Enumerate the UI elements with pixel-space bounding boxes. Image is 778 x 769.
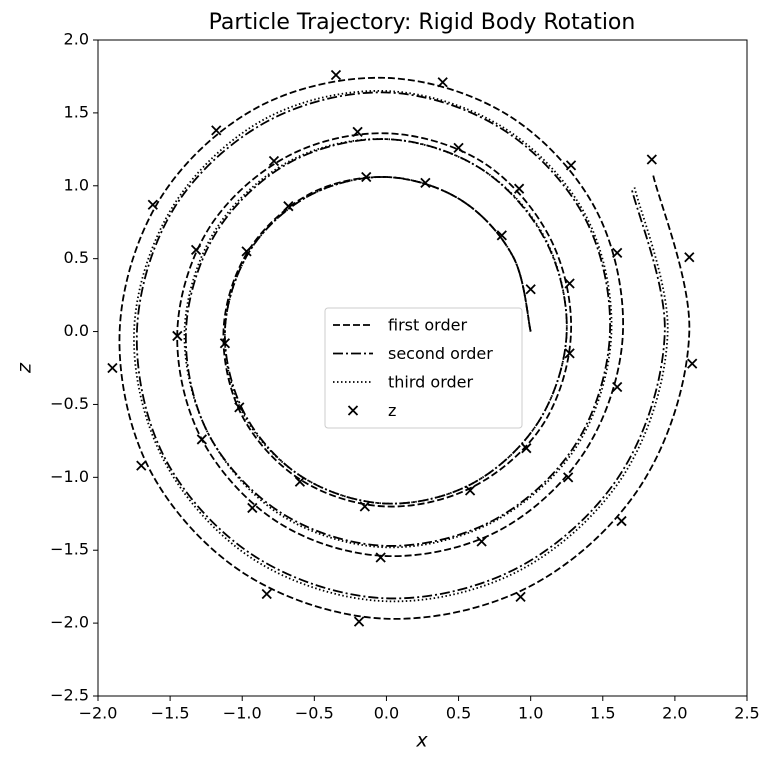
y-tick-label: 0.5 [64,248,89,267]
scatter-marker [612,247,623,258]
scatter-marker [464,485,476,496]
scatter-marker [190,244,202,256]
plot-frame [97,39,748,697]
chart-title: Particle Trajectory: Rigid Body Rotation [209,10,636,35]
scatter-marker [513,183,525,194]
x-tick-label: −1.5 [151,704,190,723]
scatter-marker [330,69,342,81]
x-tick-label: −2.0 [79,704,118,723]
scatter-marker [294,476,306,487]
scatter-marker [107,362,118,374]
y-tick-label: 1.5 [64,102,89,121]
scatter-marker [563,472,574,483]
scatter-marker [525,284,536,295]
legend-label: z [388,401,396,420]
scatter-marker [353,616,365,627]
x-tick-label: 1.5 [590,704,615,723]
scatter-marker [261,588,272,600]
x-tick-label: 2.0 [662,704,687,723]
scatter-marker [241,246,252,257]
scatter-marker [234,402,245,413]
y-tick-label: 0.0 [64,321,89,340]
scatter-marker [268,155,280,167]
legend-label: third order [388,373,473,392]
scatter-marker [420,177,431,188]
scatter-marker [172,330,183,342]
y-tick-label: −1.0 [50,467,89,486]
scatter-marker [361,171,372,183]
x-tick-label: −0.5 [295,704,334,723]
scatter-marker [565,160,577,171]
x-tick-label: −1.0 [223,704,262,723]
scatter-marker [196,434,207,445]
legend-box [324,307,523,429]
scatter-marker [616,515,627,527]
x-axis-label: x [415,730,428,752]
scatter-marker [147,199,158,210]
scatter-marker [453,142,464,154]
x-tick-label: 0.5 [446,704,471,723]
trajectory-line [135,91,666,600]
scatter-marker [612,381,623,393]
scatter-marker [136,460,147,471]
y-tick-label: −1.5 [50,540,89,559]
trajectory-line [118,76,691,620]
scatter-marker [646,154,657,165]
scatter-marker [437,77,448,88]
x-tick-label: 0.0 [374,704,399,723]
scatter-marker [211,125,222,136]
y-tick-label: 2.0 [64,30,89,49]
scatter-marker [375,552,386,563]
scatter-marker [219,338,231,349]
legend-label: second order [388,344,493,363]
scatter-marker [283,201,294,212]
y-tick-label: −2.0 [50,613,89,632]
scatter-marker [359,501,370,512]
y-tick-label: −0.5 [50,394,89,413]
x-tick-label: 1.0 [518,704,543,723]
trajectory-line [133,89,669,603]
scatter-marker [684,252,695,263]
scatter-marker [687,358,698,369]
y-tick-label: 1.0 [64,175,89,194]
scatter-marker [352,126,363,137]
scatter-marker [515,591,526,603]
scatter-marker [564,348,575,359]
legend-label: first order [388,316,467,335]
y-tick-label: −2.5 [50,686,89,705]
scatter-marker [476,536,487,547]
legend-marker [347,405,359,416]
x-tick-label: 2.5 [734,704,759,723]
y-axis-label: z [14,362,36,374]
scatter-marker [247,502,258,514]
scatter-marker [496,230,507,241]
scatter-marker [564,278,575,289]
scatter-marker [521,443,532,454]
